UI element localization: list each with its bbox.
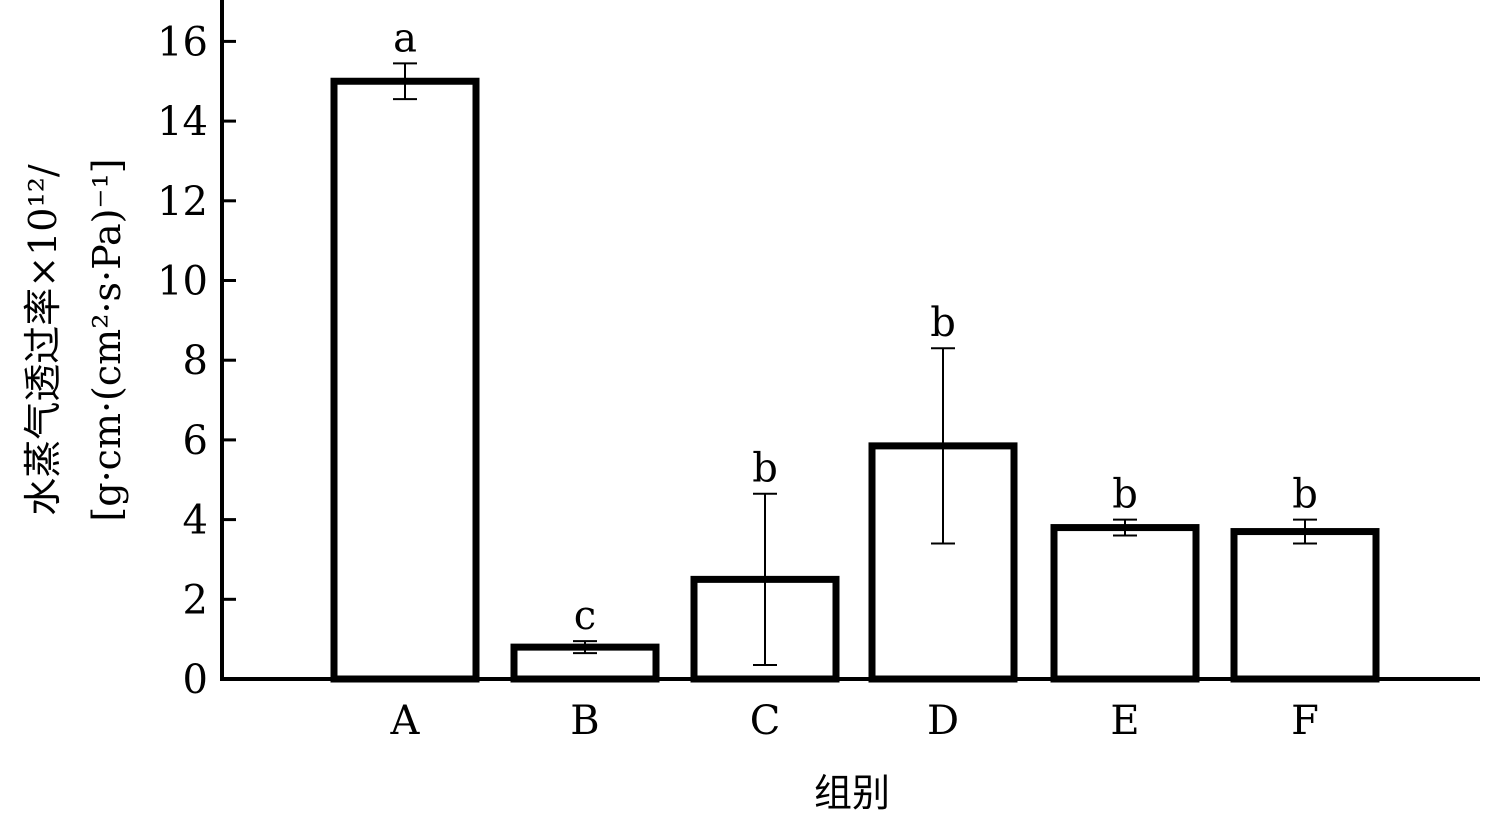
bar-A [330,77,480,683]
y-tick-label: 10 [157,259,208,305]
x-tick-label: F [1291,698,1319,744]
y-tick-label: 16 [157,19,208,65]
significance-letter: c [574,593,596,639]
y-tick-label: 4 [183,498,208,544]
y-tick-label: 14 [157,99,208,145]
x-axis-title: 组别 [814,771,890,815]
significance-labels-group: a c b b b b [393,15,1318,639]
error-bars-group [393,62,1317,667]
y-tick-label: 12 [157,179,208,225]
y-ticks-group: 0 2 4 6 8 10 12 14 16 [157,19,236,703]
significance-letter: a [393,15,417,61]
y-tick-label: 2 [183,577,208,623]
x-tick-labels-group: A B C D E F [390,698,1319,744]
x-tick-label: D [927,698,959,744]
x-tick-label: B [570,698,599,744]
significance-letter: b [752,446,778,492]
bars-group [330,77,1380,683]
axes-group [220,0,1480,681]
significance-letter: b [1112,472,1138,518]
y-tick-label: 8 [183,338,208,384]
x-tick-label: C [750,698,781,744]
y-tick-label: 0 [183,657,208,703]
y-axis-title-line-1: 水蒸气透过率×10¹²/ [21,164,65,516]
bar-E [1050,524,1200,683]
bar-F [1230,528,1380,683]
x-tick-label: A [390,698,421,744]
significance-letter: b [1292,472,1318,518]
x-tick-label: E [1110,698,1139,744]
significance-letter: b [930,300,956,346]
y-tick-label: 6 [183,418,208,464]
y-axis-title-line-2: [g·cm·(cm²·s·Pa)⁻¹] [85,158,129,521]
